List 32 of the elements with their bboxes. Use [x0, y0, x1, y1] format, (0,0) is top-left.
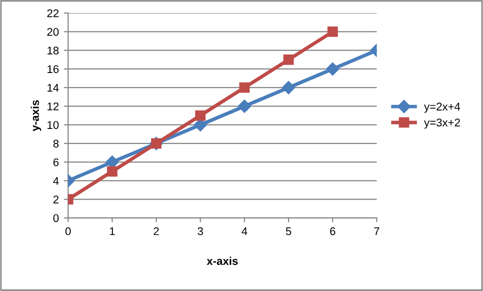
legend-label: y=3x+2	[424, 118, 460, 129]
legend-label: y=2x+4	[424, 102, 460, 113]
point	[327, 26, 338, 37]
y-tick-label: 12	[48, 102, 59, 110]
y-tick-label: 20	[47, 28, 59, 36]
y-tick-label: 0	[53, 214, 59, 222]
x-tick-label: 1	[110, 227, 115, 236]
x-axis-title: x-axis	[206, 256, 238, 265]
point	[283, 54, 294, 65]
x-tick-label: 0	[65, 227, 71, 236]
x-tick-label: 6	[330, 227, 336, 236]
point	[106, 166, 118, 177]
x-tick-label: 5	[286, 227, 292, 236]
point	[282, 81, 296, 94]
y-tick-label: 4	[53, 177, 59, 185]
y-tick-label: 16	[48, 65, 59, 74]
point	[195, 110, 206, 121]
y-tick-label: 6	[53, 158, 59, 166]
y-tick-label: 14	[48, 84, 59, 92]
y-tick-label: 22	[47, 9, 59, 18]
y-tick-label: 8	[53, 140, 59, 148]
x-tick-label: 7	[374, 227, 380, 236]
x-tick-label: 2	[154, 227, 159, 236]
point	[239, 82, 250, 93]
y-tick-label: 10	[48, 121, 59, 129]
y-tick-label: 18	[48, 46, 59, 54]
y-axis-title: y-axis	[30, 100, 42, 132]
x-tick-label: 3	[198, 227, 203, 236]
point	[326, 62, 340, 76]
point	[238, 100, 252, 113]
x-tick-label: 4	[242, 227, 248, 236]
y-tick-label: 2	[53, 196, 59, 204]
